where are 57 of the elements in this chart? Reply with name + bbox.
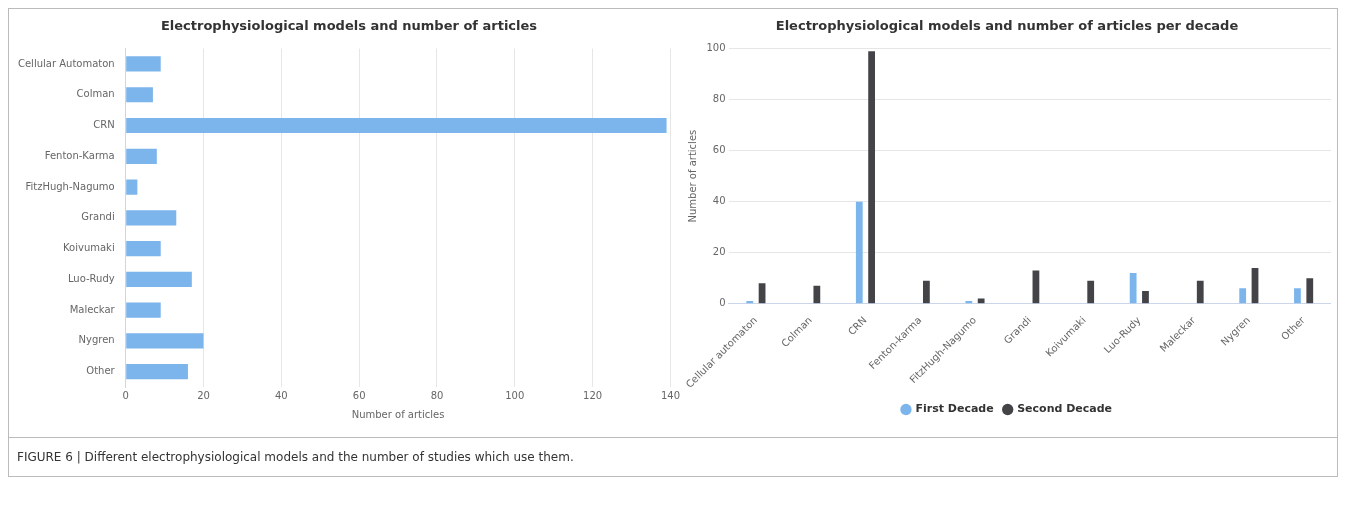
- y-tick-label: 80: [712, 93, 726, 105]
- chart-title: Electrophysiological models and number of articles per decade: [775, 18, 1239, 34]
- y-tick-label: 40: [712, 195, 726, 207]
- bar: [1294, 288, 1301, 304]
- y-tick-label: Colman: [76, 88, 115, 100]
- y-tick-label: Cellular Automaton: [17, 57, 115, 69]
- bar: [813, 285, 821, 304]
- x-tick-label: 0: [122, 389, 129, 401]
- bar: [1129, 273, 1137, 304]
- bar: [126, 271, 192, 287]
- y-tick-label: Koivumaki: [63, 242, 115, 254]
- x-tick-label: 40: [274, 389, 288, 401]
- y-tick-label: 0: [719, 297, 726, 309]
- bar: [126, 117, 667, 134]
- y-tick-label: Fenton-Karma: [44, 149, 115, 161]
- legend-label: Second Decade: [1017, 402, 1113, 416]
- y-tick-label: 20: [712, 246, 726, 258]
- bar: [1239, 288, 1247, 304]
- bar: [126, 87, 153, 103]
- bar: [126, 56, 161, 72]
- bar: [126, 148, 157, 164]
- x-tick-label: 140: [660, 389, 680, 401]
- y-tick-label: Grandi: [81, 211, 115, 223]
- bar: [965, 301, 973, 304]
- bar: [1032, 270, 1040, 304]
- bar: [855, 201, 863, 304]
- y-tick-label: 60: [712, 144, 726, 156]
- bar: [1196, 280, 1204, 304]
- x-tick-label: 60: [352, 389, 366, 401]
- chart-title: Electrophysiological models and number of articles: [160, 18, 538, 34]
- bar: [126, 333, 204, 349]
- bar: [923, 280, 930, 304]
- bar: [1142, 290, 1149, 304]
- y-axis-title: Number of articles: [687, 129, 699, 223]
- x-tick-label: 20: [197, 389, 210, 401]
- y-tick-label: Luo-Rudy: [67, 272, 115, 284]
- x-tick-label: 100: [505, 389, 525, 401]
- y-tick-label: CRN: [93, 119, 115, 131]
- bar: [746, 301, 754, 304]
- bar: [126, 364, 188, 380]
- bar: [868, 51, 876, 304]
- bar: [1306, 278, 1314, 304]
- x-tick-label: 80: [430, 389, 444, 401]
- bar: [1087, 280, 1095, 304]
- y-tick-label: FitzHugh-Nagumo: [25, 180, 115, 192]
- y-tick-label: Other: [86, 365, 116, 377]
- x-axis-title: Number of articles: [351, 408, 445, 420]
- y-tick-label: Maleckar: [69, 303, 116, 315]
- y-tick-label: 100: [706, 42, 726, 54]
- bar: [126, 210, 177, 226]
- bar: [977, 298, 985, 304]
- caption: FIGURE 6 | Different electrophysiological models and the number of studies which use them.: [8, 438, 1338, 477]
- bar: [126, 179, 138, 195]
- x-tick-label: 120: [583, 389, 603, 401]
- bar: [126, 240, 161, 257]
- legend-label: First Decade: [915, 402, 994, 416]
- bar: [126, 302, 161, 318]
